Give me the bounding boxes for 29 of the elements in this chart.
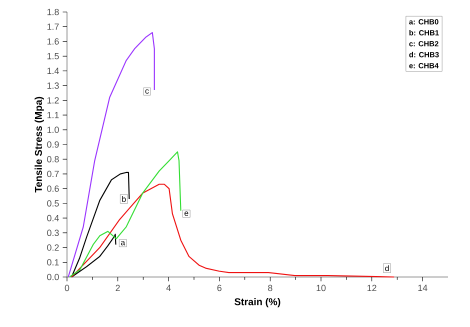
y-tick-label: 0.7 bbox=[47, 170, 59, 178]
y-tick-label: 0.1 bbox=[47, 259, 59, 266]
y-tick-label: 0.2 bbox=[47, 244, 59, 251]
x-tick-label: 8 bbox=[268, 284, 272, 292]
y-tick-label: 1.1 bbox=[47, 112, 59, 118]
x-tick-label: 4 bbox=[166, 284, 171, 291]
y-tick-label: 0.4 bbox=[47, 214, 59, 222]
y-tick-label: 0.8 bbox=[47, 156, 59, 162]
y-tick-label: 0.6 bbox=[47, 185, 59, 192]
y-tick-label: 1.6 bbox=[47, 38, 59, 45]
y-tick-label: 1.3 bbox=[47, 82, 59, 89]
y-tick-label: 1.4 bbox=[47, 68, 59, 74]
x-tick-label: 14 bbox=[418, 284, 428, 291]
x-tick-label: 12 bbox=[368, 284, 376, 292]
y-tick-label: 1.0 bbox=[47, 126, 59, 133]
y-tick-label: 1.5 bbox=[47, 53, 59, 60]
x-tick-label: 10 bbox=[316, 284, 326, 292]
x-tick-label: 0 bbox=[64, 284, 70, 292]
y-tick-label: 1.7 bbox=[47, 24, 59, 30]
y-tick-label: 1.2 bbox=[47, 97, 59, 104]
x-axis-title: Strain (%) bbox=[234, 298, 280, 308]
x-tick-label: 2 bbox=[116, 284, 120, 292]
x-tick-label: 6 bbox=[217, 284, 222, 292]
y-tick-label: 0.3 bbox=[47, 230, 59, 236]
y-tick-label: 0.0 bbox=[47, 274, 59, 280]
y-tick-label: 0.9 bbox=[47, 141, 59, 148]
y-tick-label: 0.5 bbox=[47, 200, 59, 207]
y-axis-title: Tensile Stress (Mpa) bbox=[34, 96, 44, 192]
y-tick-label: 1.8 bbox=[47, 8, 59, 16]
